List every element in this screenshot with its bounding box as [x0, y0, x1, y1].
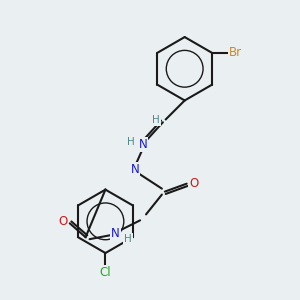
Text: Br: Br	[229, 46, 242, 59]
Text: H: H	[124, 234, 132, 244]
Text: O: O	[58, 215, 68, 228]
Text: N: N	[139, 138, 147, 151]
Text: N: N	[111, 227, 120, 240]
Text: N: N	[131, 163, 140, 176]
Text: H: H	[152, 115, 160, 125]
Text: O: O	[189, 177, 198, 190]
Text: Cl: Cl	[100, 266, 111, 279]
Text: H: H	[127, 137, 135, 147]
